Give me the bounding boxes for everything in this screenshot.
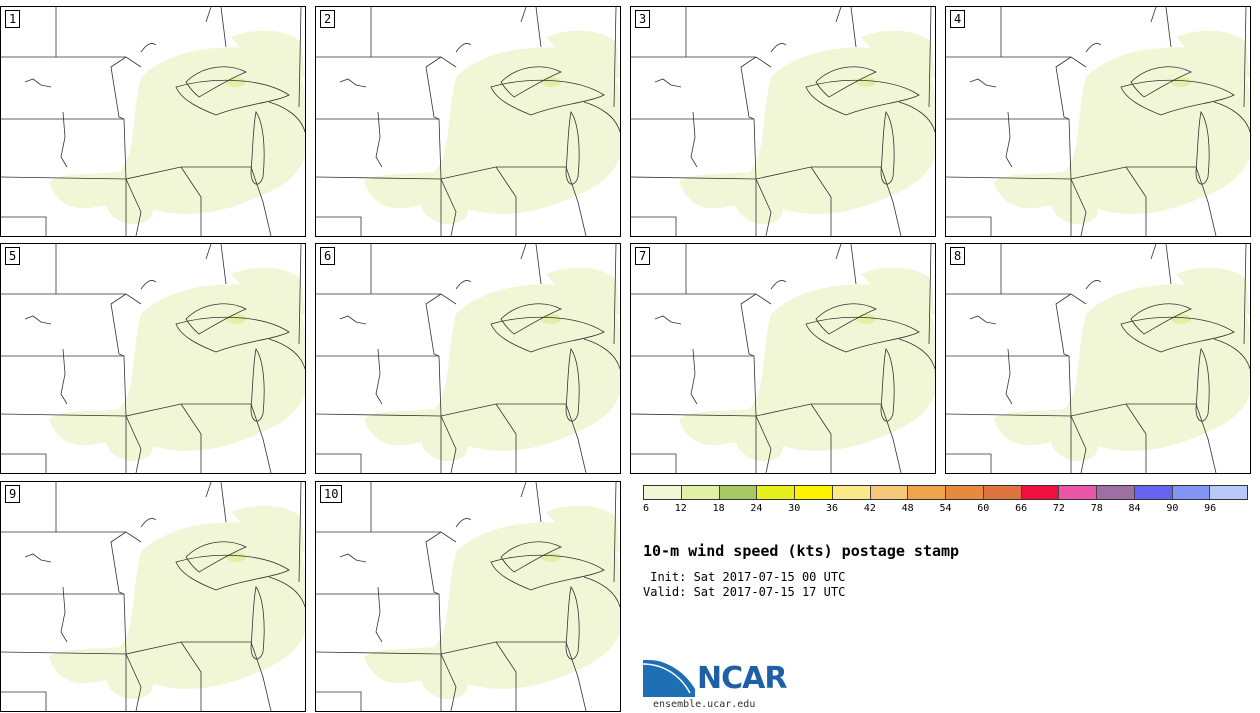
member-label: 6 bbox=[320, 247, 336, 265]
ncar-logo-icon bbox=[643, 657, 698, 697]
member-panel-9[interactable]: 9 bbox=[0, 481, 306, 712]
colorbar-segment bbox=[832, 486, 871, 499]
member-panel-2[interactable]: 2 bbox=[315, 6, 621, 237]
logo-text: NCAR bbox=[697, 661, 787, 696]
member-label: 2 bbox=[320, 10, 336, 28]
colorbar-segment bbox=[870, 486, 909, 499]
member-label: 1 bbox=[5, 10, 21, 28]
colorbar-segment bbox=[1097, 486, 1135, 499]
colorbar-tick-label: 84 bbox=[1128, 503, 1141, 514]
colorbar-tick-label: 30 bbox=[788, 503, 801, 514]
colorbar-segment bbox=[757, 486, 795, 499]
colorbar-tick-label: 42 bbox=[863, 503, 876, 514]
member-label: 5 bbox=[5, 247, 21, 265]
member-label: 8 bbox=[950, 247, 966, 265]
colorbar-segment bbox=[1172, 486, 1211, 499]
map-4 bbox=[946, 7, 1250, 236]
colorbar-tick-label: 66 bbox=[1015, 503, 1028, 514]
page-title: 10-m wind speed (kts) postage stamp bbox=[643, 542, 960, 560]
member-panel-10[interactable]: 10 bbox=[315, 481, 621, 712]
colorbar-tick-label: 24 bbox=[750, 503, 763, 514]
member-panel-8[interactable]: 8 bbox=[945, 243, 1251, 474]
member-panel-7[interactable]: 7 bbox=[630, 243, 936, 474]
map-1 bbox=[1, 7, 305, 236]
colorbar-tick-label: 60 bbox=[977, 503, 990, 514]
member-label: 3 bbox=[635, 10, 651, 28]
colorbar bbox=[643, 485, 1248, 500]
colorbar-tick-label: 90 bbox=[1166, 503, 1179, 514]
colorbar-tick-label: 6 bbox=[643, 503, 650, 514]
colorbar-segment bbox=[795, 486, 833, 499]
colorbar-segment bbox=[1021, 486, 1060, 499]
map-2 bbox=[316, 7, 620, 236]
colorbar-tick-label: 18 bbox=[712, 503, 725, 514]
member-label: 4 bbox=[950, 10, 966, 28]
colorbar-segment bbox=[983, 486, 1022, 499]
colorbar-tick-label: 36 bbox=[826, 503, 839, 514]
colorbar-tick-label: 12 bbox=[674, 503, 687, 514]
site-url: ensemble.ucar.edu bbox=[653, 699, 756, 710]
map-5 bbox=[1, 244, 305, 473]
colorbar-tick-label: 96 bbox=[1204, 503, 1217, 514]
colorbar-tick-label: 54 bbox=[939, 503, 952, 514]
colorbar-segment bbox=[1210, 486, 1247, 499]
colorbar-tick-label: 78 bbox=[1090, 503, 1103, 514]
colorbar-segment bbox=[644, 486, 682, 499]
member-panel-5[interactable]: 5 bbox=[0, 243, 306, 474]
map-6 bbox=[316, 244, 620, 473]
member-label: 9 bbox=[5, 485, 21, 503]
map-10 bbox=[316, 482, 620, 711]
colorbar-segment bbox=[719, 486, 758, 499]
colorbar-tick-label: 72 bbox=[1052, 503, 1065, 514]
member-panel-4[interactable]: 4 bbox=[945, 6, 1251, 237]
colorbar-segment bbox=[681, 486, 720, 499]
colorbar-segment bbox=[1134, 486, 1173, 499]
colorbar-ticks: 6 12 18 24 30 36 42 48 54 60 66 72 78 84 90 96 bbox=[643, 503, 1248, 517]
init-time: Init: Sat 2017-07-15 00 UTC bbox=[643, 570, 846, 584]
colorbar-tick-label: 48 bbox=[901, 503, 914, 514]
map-8 bbox=[946, 244, 1250, 473]
map-3 bbox=[631, 7, 935, 236]
valid-time: Valid: Sat 2017-07-15 17 UTC bbox=[643, 585, 846, 599]
member-label: 7 bbox=[635, 247, 651, 265]
map-9 bbox=[1, 482, 305, 711]
member-panel-1[interactable]: 1 bbox=[0, 6, 306, 237]
map-7 bbox=[631, 244, 935, 473]
member-panel-6[interactable]: 6 bbox=[315, 243, 621, 474]
colorbar-segment bbox=[1059, 486, 1097, 499]
colorbar-segment bbox=[908, 486, 946, 499]
colorbar-segment bbox=[946, 486, 984, 499]
member-label: 10 bbox=[320, 485, 343, 503]
member-panel-3[interactable]: 3 bbox=[630, 6, 936, 237]
